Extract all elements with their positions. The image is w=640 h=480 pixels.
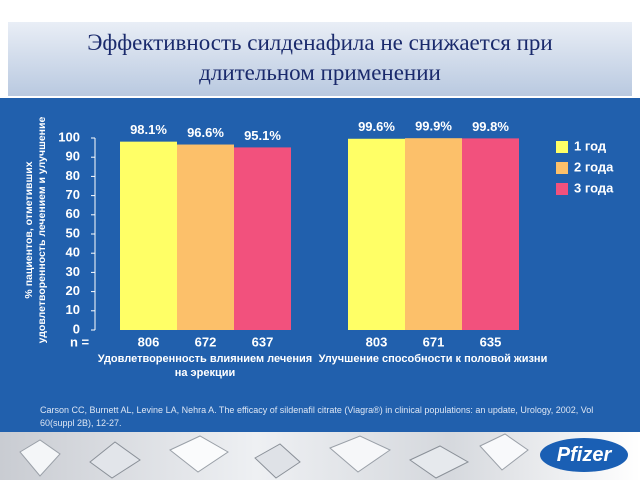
y-tick-label: 10 <box>66 302 80 317</box>
y-tick-label: 40 <box>66 245 80 260</box>
y-tick-label: 90 <box>66 149 80 164</box>
bar <box>462 138 519 330</box>
n-value: 672 <box>195 334 217 349</box>
legend-swatch <box>556 162 568 174</box>
diamonds <box>19 433 529 479</box>
decor-strip <box>0 432 640 480</box>
legend-label: 1 год <box>574 138 607 153</box>
category-label: Улучшение способности к половой жизни <box>318 353 548 365</box>
bar <box>234 147 291 330</box>
logo: Pfizer <box>540 438 628 472</box>
bar <box>177 144 234 330</box>
n-value: 637 <box>252 334 274 349</box>
value-label: 99.9% <box>415 119 452 134</box>
n-value: 671 <box>423 334 445 349</box>
n-value: 806 <box>138 334 160 349</box>
value-label: 96.6% <box>187 125 224 140</box>
bar <box>348 138 405 330</box>
bar <box>405 138 462 330</box>
value-label: 99.6% <box>358 119 395 134</box>
legend-swatch <box>556 141 568 153</box>
y-tick-label: 60 <box>66 206 80 221</box>
value-label: 99.8% <box>472 119 509 134</box>
citation: Carson CC, Burnett AL, Levine LA, Nehra … <box>40 405 594 428</box>
y-tick-label: 80 <box>66 168 80 183</box>
y-tick-label: 100 <box>58 129 80 144</box>
chart-panel <box>0 98 640 432</box>
bar <box>120 141 177 330</box>
y-tick-label: 70 <box>66 187 80 202</box>
legend-label: 2 года <box>574 159 614 174</box>
value-label: 95.1% <box>244 128 281 143</box>
value-label: 98.1% <box>130 122 167 137</box>
y-tick-label: 30 <box>66 264 80 279</box>
n-value: 635 <box>480 334 502 349</box>
y-tick-label: 0 <box>73 321 80 336</box>
legend-label: 3 года <box>574 180 614 195</box>
slide-title: Эффективность силденафила не снижается п… <box>87 30 553 85</box>
y-axis-label: % пациентов, отметивших удовлетворенност… <box>23 116 48 344</box>
y-tick-label: 50 <box>66 225 80 240</box>
category-label: Удовлетворенность влиянием лечения на эр… <box>97 353 313 379</box>
y-tick-label: 20 <box>66 283 80 298</box>
n-value: 803 <box>366 334 388 349</box>
n-label: n = <box>70 334 90 349</box>
title-bar <box>8 22 632 96</box>
legend-swatch <box>556 183 568 195</box>
